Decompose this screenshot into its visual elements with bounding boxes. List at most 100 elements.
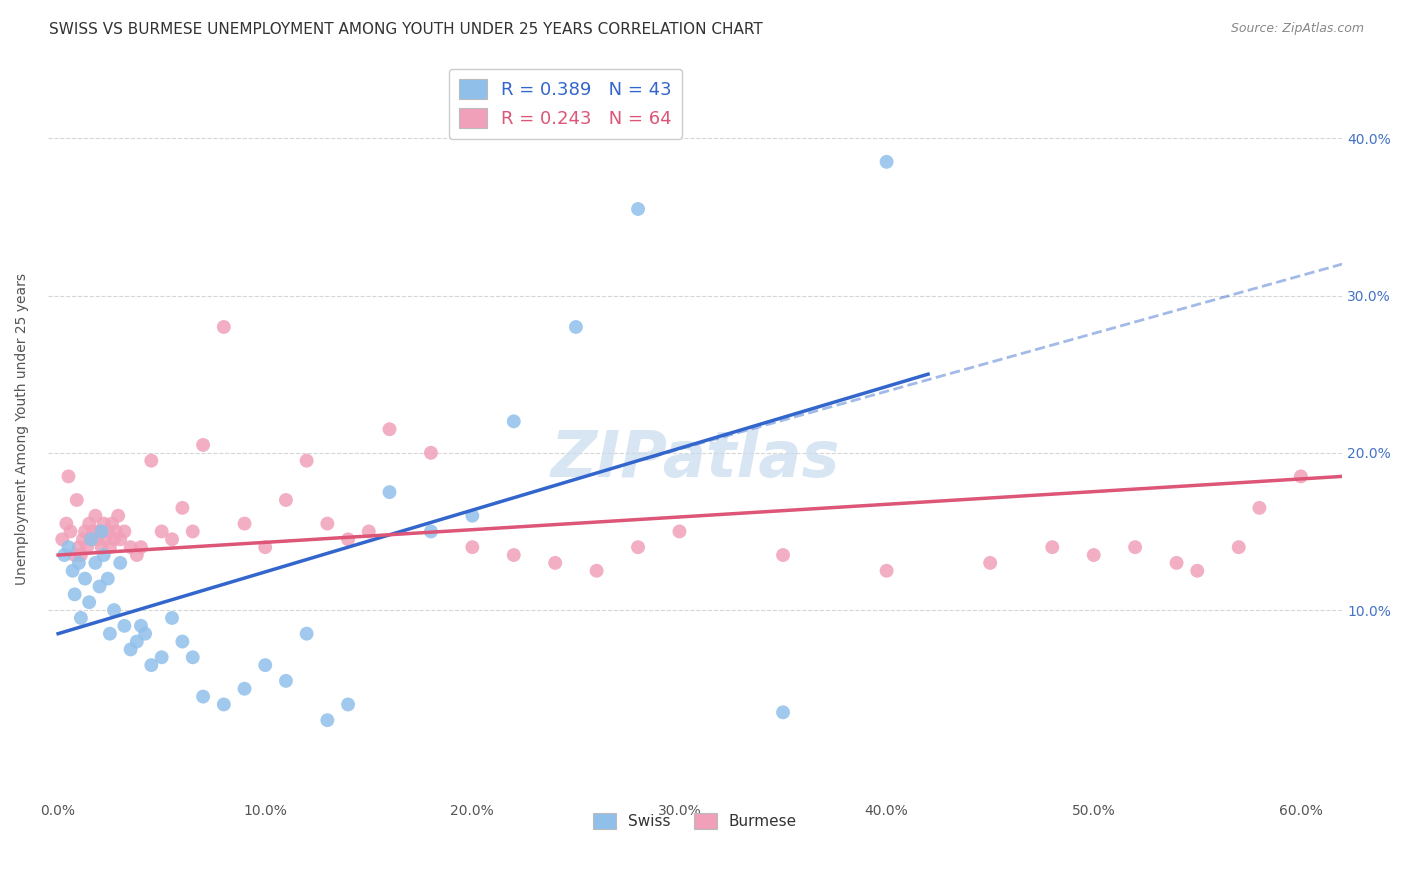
Point xyxy=(181,524,204,539)
Point xyxy=(172,634,194,648)
Point xyxy=(129,619,152,633)
Point xyxy=(419,446,441,460)
Point xyxy=(80,533,103,547)
Point xyxy=(316,713,339,727)
Point xyxy=(125,634,148,648)
Point xyxy=(979,556,1001,570)
Point xyxy=(1227,540,1250,554)
Point xyxy=(70,611,93,625)
Point xyxy=(316,516,339,531)
Point xyxy=(120,642,142,657)
Point xyxy=(58,540,80,554)
Point xyxy=(110,533,132,547)
Point xyxy=(254,540,277,554)
Point xyxy=(72,533,94,547)
Point xyxy=(94,533,117,547)
Point xyxy=(1040,540,1063,554)
Point xyxy=(274,673,297,688)
Point xyxy=(876,564,898,578)
Point xyxy=(53,548,76,562)
Point xyxy=(63,548,86,562)
Point xyxy=(1249,500,1271,515)
Point xyxy=(1083,548,1105,562)
Point xyxy=(105,524,128,539)
Text: SWISS VS BURMESE UNEMPLOYMENT AMONG YOUTH UNDER 25 YEARS CORRELATION CHART: SWISS VS BURMESE UNEMPLOYMENT AMONG YOUT… xyxy=(49,22,763,37)
Point xyxy=(89,580,111,594)
Point xyxy=(295,453,318,467)
Point xyxy=(1166,556,1188,570)
Point xyxy=(73,572,96,586)
Point xyxy=(51,533,73,547)
Point xyxy=(172,500,194,515)
Point xyxy=(378,485,401,500)
Point xyxy=(67,556,90,570)
Point xyxy=(76,540,98,554)
Point xyxy=(55,516,77,531)
Point xyxy=(120,540,142,554)
Point xyxy=(90,540,112,554)
Point xyxy=(1123,540,1146,554)
Point xyxy=(772,548,794,562)
Point xyxy=(73,524,96,539)
Point xyxy=(668,524,690,539)
Text: Source: ZipAtlas.com: Source: ZipAtlas.com xyxy=(1230,22,1364,36)
Point xyxy=(82,524,104,539)
Point xyxy=(419,524,441,539)
Point xyxy=(103,533,125,547)
Point xyxy=(295,626,318,640)
Point xyxy=(141,453,163,467)
Point xyxy=(110,556,132,570)
Point xyxy=(378,422,401,436)
Point xyxy=(627,202,650,216)
Y-axis label: Unemployment Among Youth under 25 years: Unemployment Among Youth under 25 years xyxy=(15,273,30,585)
Point xyxy=(160,611,183,625)
Point xyxy=(212,320,235,334)
Point xyxy=(97,572,120,586)
Point xyxy=(90,524,112,539)
Point xyxy=(181,650,204,665)
Point xyxy=(98,626,121,640)
Point xyxy=(70,548,93,562)
Text: ZIPatlas: ZIPatlas xyxy=(550,428,839,490)
Point xyxy=(876,154,898,169)
Point xyxy=(233,681,256,696)
Point xyxy=(112,619,135,633)
Point xyxy=(141,658,163,673)
Point xyxy=(129,540,152,554)
Point xyxy=(62,564,84,578)
Point xyxy=(125,548,148,562)
Point xyxy=(461,540,484,554)
Point xyxy=(150,650,173,665)
Point xyxy=(150,524,173,539)
Point xyxy=(80,533,103,547)
Point xyxy=(337,698,360,712)
Point xyxy=(98,540,121,554)
Point xyxy=(544,556,567,570)
Point xyxy=(63,587,86,601)
Point xyxy=(565,320,588,334)
Point xyxy=(84,508,107,523)
Point xyxy=(101,516,124,531)
Point xyxy=(93,548,115,562)
Point xyxy=(233,516,256,531)
Point xyxy=(134,626,156,640)
Point xyxy=(93,516,115,531)
Point xyxy=(112,524,135,539)
Point xyxy=(89,524,111,539)
Point xyxy=(461,508,484,523)
Point xyxy=(254,658,277,673)
Point xyxy=(107,508,129,523)
Point xyxy=(772,706,794,720)
Point xyxy=(502,548,524,562)
Point xyxy=(86,533,108,547)
Point xyxy=(77,516,100,531)
Point xyxy=(67,540,90,554)
Point xyxy=(160,533,183,547)
Point xyxy=(191,438,214,452)
Point xyxy=(103,603,125,617)
Point xyxy=(66,493,89,508)
Point xyxy=(585,564,607,578)
Point xyxy=(191,690,214,704)
Point xyxy=(1187,564,1209,578)
Point xyxy=(1289,469,1312,483)
